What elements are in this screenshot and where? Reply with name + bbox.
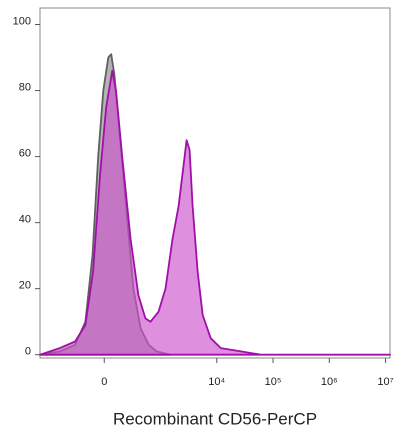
y-tick-label: 20 — [19, 280, 31, 292]
y-tick-label: 80 — [19, 81, 31, 93]
plot-frame — [39, 7, 391, 359]
histogram-area — [39, 69, 391, 356]
y-tick-label: 60 — [19, 147, 31, 159]
y-tick-label: 100 — [13, 15, 31, 27]
x-tick-label: 0 — [101, 376, 107, 388]
x-tick-label: 10⁷ — [377, 376, 393, 388]
y-tick-label: 40 — [19, 214, 31, 226]
x-tick-label: 10⁵ — [265, 376, 282, 388]
x-tick-label: 10⁴ — [208, 376, 225, 388]
y-tick-label: 0 — [25, 346, 31, 358]
x-axis-title: Recombinant CD56-PerCP — [113, 409, 317, 428]
x-tick-label: 10⁶ — [321, 376, 338, 388]
